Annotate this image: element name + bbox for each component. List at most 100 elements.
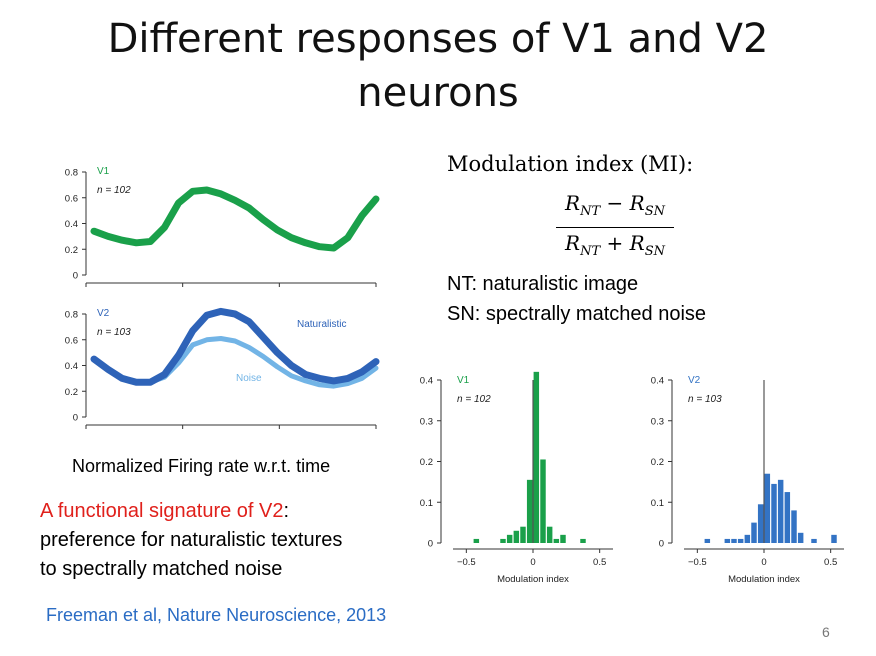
histogram-bar bbox=[533, 371, 540, 543]
denominator-sub-sn: SN bbox=[644, 244, 665, 259]
firing-rate-caption: Normalized Firing rate w.r.t. time bbox=[72, 456, 331, 476]
histogram-bar bbox=[744, 534, 751, 543]
signature-line-2: preference for naturalistic textures bbox=[40, 529, 343, 551]
histogram-bar bbox=[771, 483, 777, 543]
y-tick-label: 0 bbox=[428, 539, 433, 550]
numerator-r2: R bbox=[629, 191, 645, 215]
histogram-bar bbox=[526, 479, 533, 543]
x-tick-label: 0.5 bbox=[593, 557, 606, 568]
numerator-sub-sn: SN bbox=[644, 204, 665, 219]
y-tick-label: 0.8 bbox=[65, 310, 78, 321]
histogram-bar bbox=[797, 532, 804, 543]
histogram-bar bbox=[784, 492, 791, 543]
signature-line-3: to spectrally matched noise bbox=[40, 558, 283, 580]
y-tick-label: 0.4 bbox=[420, 376, 433, 387]
histogram-bar bbox=[791, 510, 797, 543]
y-tick-label: 0.4 bbox=[651, 376, 664, 387]
panel-label: V2 bbox=[688, 375, 701, 386]
numerator-minus: − bbox=[606, 191, 624, 215]
histogram-bar bbox=[764, 473, 771, 543]
y-tick-label: 0.2 bbox=[651, 457, 664, 468]
denominator-plus: + bbox=[606, 231, 624, 255]
denominator-r2: R bbox=[629, 231, 645, 255]
histogram-bar bbox=[473, 538, 480, 543]
x-axis-label: Modulation index bbox=[497, 574, 569, 585]
histogram-bar bbox=[553, 538, 560, 543]
title-line-1: Different responses of V1 and V2 bbox=[107, 16, 769, 62]
histogram-bar bbox=[831, 534, 837, 543]
histogram-bar bbox=[506, 534, 513, 543]
signature-red-text: A functional signature of V2 bbox=[40, 500, 284, 522]
x-tick-label: 0 bbox=[530, 557, 535, 568]
y-tick-label: 0.2 bbox=[65, 245, 78, 256]
histogram-bar bbox=[757, 504, 764, 543]
citation: Freeman et al, Nature Neuroscience, 2013 bbox=[46, 605, 387, 625]
histogram-bar bbox=[500, 538, 506, 543]
histogram-bar bbox=[751, 522, 757, 543]
series-line bbox=[90, 186, 380, 252]
y-tick-label: 0.3 bbox=[651, 416, 664, 427]
histogram-bar bbox=[540, 459, 546, 543]
y-tick-label: 0.1 bbox=[420, 498, 433, 509]
y-tick-label: 0.4 bbox=[65, 219, 78, 230]
series-label: Noise bbox=[236, 373, 262, 384]
signature-line-1: A functional signature of V2: bbox=[40, 497, 342, 526]
y-tick-label: 0.6 bbox=[65, 193, 78, 204]
v2-signature-text: A functional signature of V2: preference… bbox=[40, 497, 342, 584]
y-tick-label: 0 bbox=[73, 271, 78, 282]
v2-modulation-histogram: 0 0.1 0.2 0.3 0.4 −0.5 0 0.5 Modulation index V2 n… bbox=[651, 375, 844, 585]
y-tick-label: 0.3 bbox=[420, 416, 433, 427]
x-tick-label: 0 bbox=[761, 557, 766, 568]
y-tick-label: 0 bbox=[73, 413, 78, 424]
n-label: n = 102 bbox=[97, 185, 131, 196]
sn-definition: SN: spectrally matched noise bbox=[447, 303, 707, 325]
signature-colon: : bbox=[283, 500, 290, 522]
histogram-bar bbox=[724, 538, 731, 543]
nt-definition: NT: naturalistic image bbox=[447, 273, 639, 295]
page-number: 6 bbox=[822, 624, 830, 640]
histogram-bar bbox=[580, 538, 586, 543]
y-tick-label: 0.2 bbox=[65, 387, 78, 398]
x-axis-label: Modulation index bbox=[728, 574, 800, 585]
n-label: n = 103 bbox=[688, 394, 722, 405]
x-tick-label: 0.5 bbox=[824, 557, 837, 568]
modulation-index-label: Modulation index (MI): bbox=[447, 152, 694, 176]
histogram-bar bbox=[513, 530, 520, 543]
histogram-bar bbox=[737, 538, 744, 543]
x-tick-label: −0.5 bbox=[457, 557, 476, 568]
y-tick-label: 0.2 bbox=[420, 457, 433, 468]
numerator-r1: R bbox=[565, 191, 581, 215]
histogram-bar bbox=[560, 534, 566, 543]
slide-title: Different responses of V1 and V2 neurons bbox=[0, 12, 876, 120]
series-line bbox=[90, 307, 380, 386]
y-tick-label: 0.4 bbox=[65, 361, 78, 372]
histogram-bar bbox=[731, 538, 737, 543]
y-tick-label: 0.8 bbox=[65, 168, 78, 179]
n-label: n = 103 bbox=[97, 327, 131, 338]
panel-label: V2 bbox=[97, 308, 110, 319]
panel-label: V1 bbox=[457, 375, 470, 386]
histogram-bar bbox=[704, 538, 711, 543]
histogram-bar bbox=[811, 538, 817, 543]
histogram-bar bbox=[777, 479, 784, 543]
x-tick-label: −0.5 bbox=[688, 557, 707, 568]
fraction-bar bbox=[556, 227, 674, 228]
denominator-r1: R bbox=[565, 231, 581, 255]
histogram-bar bbox=[520, 526, 526, 543]
v2-firing-rate-chart: 0 0.2 0.4 0.6 0.8 Noise Naturalistic V2 n = 103 bbox=[65, 307, 380, 429]
y-tick-label: 0.1 bbox=[651, 498, 664, 509]
series-label: Naturalistic bbox=[297, 319, 346, 330]
v1-modulation-histogram: 0 0.1 0.2 0.3 0.4 −0.5 0 0.5 Modulation index V1 n… bbox=[420, 371, 613, 585]
histogram-bar bbox=[546, 526, 553, 543]
numerator-sub-nt: NT bbox=[580, 204, 601, 219]
panel-label: V1 bbox=[97, 166, 110, 177]
n-label: n = 102 bbox=[457, 394, 491, 405]
y-tick-label: 0 bbox=[659, 539, 664, 550]
title-line-2: neurons bbox=[357, 70, 519, 116]
denominator-sub-nt: NT bbox=[580, 244, 601, 259]
modulation-index-formula: RNT − RSN RNT + RSN bbox=[556, 190, 674, 265]
formula-numerator: RNT − RSN bbox=[556, 190, 674, 225]
formula-denominator: RNT + RSN bbox=[556, 230, 674, 265]
v1-firing-rate-chart: 0 0.2 0.4 0.6 0.8 V1 n = 102 bbox=[65, 166, 380, 287]
y-tick-label: 0.6 bbox=[65, 335, 78, 346]
